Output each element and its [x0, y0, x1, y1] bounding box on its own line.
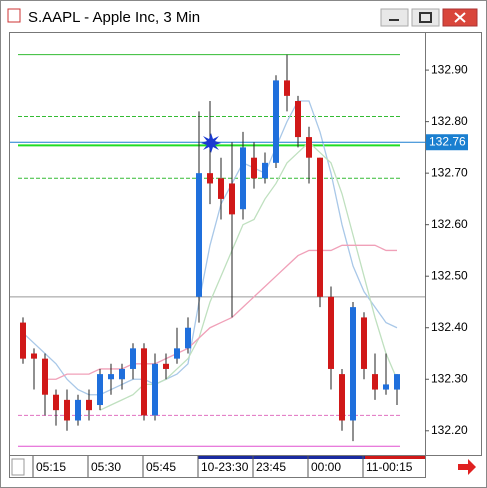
candle-body: [383, 384, 389, 390]
candle-body: [196, 173, 202, 297]
candle-body: [361, 317, 367, 369]
x-tick-label: 10-23:30: [201, 460, 249, 474]
candle-body: [185, 327, 191, 349]
x-tick-label: 05:15: [36, 460, 66, 474]
moving-average: [99, 141, 398, 411]
y-tick-label: 132.50: [431, 268, 468, 282]
candle-body: [218, 178, 224, 199]
app-icon: [7, 8, 21, 23]
candle-body: [64, 399, 70, 421]
candle-body: [20, 322, 26, 359]
last-price-box: [426, 134, 468, 151]
moving-average: [22, 100, 398, 396]
candle-body: [229, 183, 235, 215]
plot-area: [9, 32, 426, 456]
candle-body: [295, 101, 301, 138]
candle-body: [317, 157, 323, 297]
candle-body: [119, 368, 125, 380]
candle-body: [372, 374, 378, 390]
y-tick-label: 132.20: [431, 423, 468, 437]
y-tick-label: 132.80: [431, 114, 468, 128]
window-title: S.AAPL - Apple Inc, 3 Min: [28, 9, 200, 26]
candle-body: [240, 147, 246, 210]
candle-body: [328, 296, 334, 369]
candle-body: [108, 374, 114, 380]
scroll-arrow[interactable]: [458, 459, 476, 475]
alert-marker: [201, 133, 221, 153]
candle-body: [42, 358, 48, 395]
y-tick-label: 132.60: [431, 217, 468, 231]
candle-body: [174, 348, 180, 359]
x-tick-label: 05:30: [91, 460, 121, 474]
candle-body: [152, 363, 158, 416]
candle-body: [207, 173, 213, 184]
maximize-button[interactable]: [411, 8, 440, 27]
scroll-box[interactable]: [11, 458, 25, 476]
candle-body: [394, 374, 400, 390]
candle-body: [130, 348, 136, 369]
candle-body: [163, 363, 169, 369]
time-axis: [9, 455, 426, 478]
y-tick-label: 132.30: [431, 371, 468, 385]
x-tick-label: 11-00:15: [366, 460, 413, 474]
moving-average: [45, 244, 397, 380]
candle-body: [86, 399, 92, 411]
y-tick-label: 132.70: [431, 165, 468, 179]
x-tick-label: 00:00: [311, 460, 341, 474]
x-tick-label: 05:45: [146, 460, 176, 474]
candle-body: [262, 162, 268, 179]
close-button[interactable]: [442, 8, 478, 27]
candle-body: [75, 399, 81, 421]
candle-body: [53, 394, 59, 411]
candle-body: [284, 80, 290, 96]
candle-body: [97, 374, 103, 406]
candle-body: [350, 307, 356, 421]
candle-body: [273, 80, 279, 163]
candle-body: [31, 353, 37, 359]
price-axis: [425, 32, 482, 456]
x-tick-label: 23:45: [256, 460, 286, 474]
candle-body: [141, 348, 147, 416]
y-tick-label: 132.90: [431, 62, 468, 76]
time-bar: [365, 456, 425, 459]
last-price-label: 132.76: [429, 134, 466, 148]
y-tick-label: 132.40: [431, 320, 468, 334]
time-bar: [198, 456, 365, 459]
candle-body: [306, 137, 312, 158]
candle-body: [339, 374, 345, 421]
candle-body: [251, 157, 257, 179]
minimize-button[interactable]: [380, 8, 409, 27]
